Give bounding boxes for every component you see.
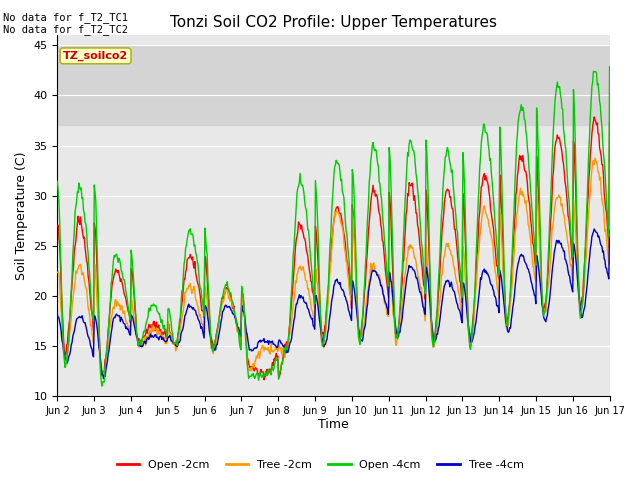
Text: No data for f_T2_TC1
No data for f_T2_TC2: No data for f_T2_TC1 No data for f_T2_TC… — [3, 12, 128, 36]
Y-axis label: Soil Temperature (C): Soil Temperature (C) — [15, 151, 28, 280]
Legend: Open -2cm, Tree -2cm, Open -4cm, Tree -4cm: Open -2cm, Tree -2cm, Open -4cm, Tree -4… — [112, 456, 528, 474]
Text: TZ_soilco2: TZ_soilco2 — [63, 51, 128, 61]
Title: Tonzi Soil CO2 Profile: Upper Temperatures: Tonzi Soil CO2 Profile: Upper Temperatur… — [170, 15, 497, 30]
Bar — [58, 45, 609, 125]
X-axis label: Time: Time — [318, 419, 349, 432]
